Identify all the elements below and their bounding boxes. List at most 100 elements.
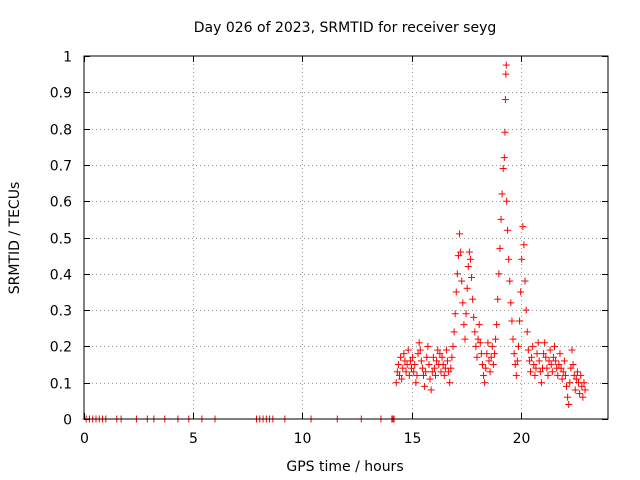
data-point — [408, 364, 415, 372]
data-point — [576, 390, 584, 398]
data-point — [545, 357, 553, 365]
data-point — [503, 197, 511, 205]
data-point — [502, 70, 510, 78]
data-point — [488, 342, 496, 350]
data-point — [465, 248, 473, 256]
data-point — [473, 353, 481, 361]
data-point — [513, 357, 521, 365]
data-point — [540, 350, 548, 358]
data-point — [493, 321, 501, 329]
data-point — [413, 371, 421, 379]
data-point — [452, 288, 460, 296]
data-point — [403, 361, 411, 369]
data-point — [450, 328, 458, 336]
data-point — [438, 353, 446, 361]
data-point — [453, 270, 461, 278]
plot-frame — [83, 55, 609, 420]
data-point — [397, 353, 405, 361]
data-point — [532, 364, 540, 372]
data-point — [444, 357, 452, 365]
data-point — [511, 361, 519, 369]
data-point — [487, 353, 495, 361]
data-point — [518, 255, 526, 263]
data-point — [447, 364, 455, 372]
data-point — [531, 371, 539, 379]
data-point — [428, 368, 436, 376]
data-point — [424, 342, 432, 350]
data-point — [555, 361, 563, 369]
x-axis-label: GPS time / hours — [286, 459, 403, 475]
data-point — [568, 346, 576, 354]
data-point — [482, 364, 490, 372]
data-point — [415, 339, 423, 347]
data-point — [412, 379, 420, 387]
data-point — [471, 328, 479, 336]
data-point — [475, 321, 483, 329]
data-point — [436, 350, 444, 358]
data-point — [459, 299, 467, 307]
data-point — [554, 371, 562, 379]
data-point — [406, 357, 414, 365]
data-point — [404, 346, 412, 354]
data-point — [567, 364, 575, 372]
data-point — [395, 371, 403, 379]
data-point — [454, 252, 462, 260]
data-point — [411, 361, 419, 369]
data-point — [579, 393, 587, 401]
data-point — [468, 273, 476, 281]
data-point — [470, 313, 478, 321]
data-point — [409, 353, 417, 361]
data-point — [448, 353, 456, 361]
data-point — [446, 379, 454, 387]
data-point — [489, 361, 497, 369]
data-point — [472, 342, 480, 350]
data-point — [565, 400, 573, 408]
data-point — [546, 346, 554, 354]
data-point — [462, 310, 470, 318]
data-point — [433, 357, 441, 365]
data-point — [405, 371, 413, 379]
data-point — [506, 277, 514, 285]
data-point — [485, 357, 493, 365]
data-point — [480, 371, 488, 379]
data-point — [570, 371, 578, 379]
data-point — [504, 226, 512, 234]
data-point — [534, 339, 542, 347]
data-point — [561, 371, 569, 379]
data-point — [430, 364, 438, 372]
data-point — [552, 357, 560, 365]
data-point — [392, 379, 400, 387]
data-point — [434, 346, 442, 354]
data-point — [500, 154, 508, 162]
data-point — [501, 96, 509, 104]
data-point — [474, 335, 482, 343]
data-point — [505, 255, 513, 263]
data-point — [466, 255, 474, 263]
data-point — [423, 353, 431, 361]
data-point — [522, 306, 530, 314]
data-point — [509, 335, 517, 343]
x-tick-label: 5 — [189, 431, 198, 447]
x-tick-label: 0 — [80, 431, 89, 447]
data-point — [537, 379, 545, 387]
data-point — [402, 368, 410, 376]
data-point — [514, 342, 522, 350]
x-tick-label: 10 — [294, 431, 312, 447]
y-tick-label: 1 — [63, 50, 72, 66]
data-point — [483, 350, 491, 358]
data-point — [578, 382, 586, 390]
data-point — [530, 361, 538, 369]
data-point — [437, 368, 445, 376]
data-point — [581, 386, 589, 394]
data-point — [416, 346, 424, 354]
data-point — [548, 368, 556, 376]
data-point — [422, 368, 430, 376]
data-point — [516, 317, 524, 325]
data-point — [490, 350, 498, 358]
data-point — [398, 375, 406, 383]
data-point — [425, 361, 433, 369]
data-point — [394, 361, 402, 369]
data-point — [536, 368, 544, 376]
data-point — [418, 364, 426, 372]
